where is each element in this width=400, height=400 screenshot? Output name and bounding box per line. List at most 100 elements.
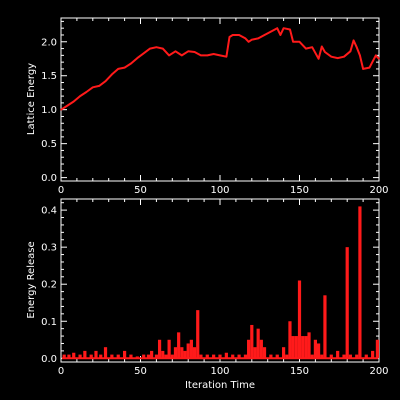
lattice-energy-point bbox=[355, 46, 358, 49]
energy-release-bar bbox=[196, 310, 200, 359]
energy-release-bar bbox=[83, 350, 87, 359]
energy-release-bar bbox=[129, 354, 133, 359]
energy-release-bar bbox=[323, 295, 327, 359]
lattice-energy-line bbox=[60, 27, 380, 111]
energy-release-bar bbox=[275, 354, 279, 359]
lattice-energy-point bbox=[305, 47, 307, 50]
lattice-energy-point bbox=[181, 54, 183, 57]
lattice-energy-point bbox=[362, 68, 364, 70]
lattice-energy-point bbox=[98, 85, 100, 87]
lattice-energy-point bbox=[368, 66, 371, 69]
energy-release-bar bbox=[348, 354, 352, 359]
energy-release-bar bbox=[316, 343, 321, 359]
lattice-energy-point bbox=[212, 53, 215, 55]
energy-release-bar bbox=[62, 354, 66, 359]
lattice-energy-point bbox=[352, 39, 355, 42]
top-plot-marks bbox=[60, 27, 380, 111]
lattice-energy-point bbox=[228, 36, 231, 38]
lattice-energy-point bbox=[155, 46, 158, 49]
lattice-energy-point bbox=[104, 80, 107, 82]
lattice-energy-point bbox=[117, 68, 120, 70]
energy-release-bar bbox=[72, 352, 76, 359]
energy-release-bar bbox=[259, 339, 263, 359]
lattice-energy-point bbox=[298, 40, 301, 43]
energy-release-bar bbox=[282, 347, 286, 359]
energy-release-bar bbox=[186, 343, 190, 359]
x-tick-label: 150 bbox=[290, 366, 309, 377]
energy-release-bar bbox=[224, 352, 228, 359]
x-tick-label: 0 bbox=[58, 366, 64, 377]
energy-release-bar bbox=[218, 354, 222, 359]
energy-release-bar bbox=[364, 354, 368, 359]
x-tick-label: 50 bbox=[134, 366, 147, 377]
energy-release-bar bbox=[110, 354, 114, 359]
lattice-energy-point bbox=[375, 54, 377, 57]
energy-release-bar bbox=[371, 350, 375, 359]
energy-release-bar bbox=[157, 339, 162, 359]
lattice-energy-point bbox=[311, 46, 314, 49]
x-tick-label: 150 bbox=[290, 185, 309, 196]
energy-release-bar bbox=[256, 328, 260, 359]
energy-release-bar bbox=[170, 354, 174, 359]
energy-release-bar bbox=[150, 350, 154, 359]
lattice-energy-point bbox=[279, 34, 282, 36]
lattice-energy-point bbox=[168, 54, 170, 57]
energy-release-bar bbox=[199, 354, 203, 359]
energy-release-bar bbox=[164, 354, 168, 359]
energy-release-bar bbox=[329, 354, 333, 359]
lattice-energy-point bbox=[130, 62, 132, 65]
energy-release-bar bbox=[103, 347, 108, 359]
lattice-energy-point bbox=[263, 34, 266, 36]
energy-release-bar bbox=[192, 347, 197, 359]
lattice-energy-point bbox=[187, 50, 189, 53]
energy-release-bar bbox=[142, 354, 146, 359]
energy-release-bar bbox=[307, 332, 311, 359]
lattice-energy-point bbox=[257, 37, 259, 40]
lattice-energy-point bbox=[231, 34, 234, 36]
energy-release-bar bbox=[237, 354, 241, 359]
lattice-energy-point bbox=[317, 57, 320, 60]
energy-release-bar bbox=[342, 354, 346, 359]
lattice-energy-point bbox=[193, 51, 196, 53]
lattice-energy-point bbox=[292, 40, 294, 43]
lattice-energy-point bbox=[324, 51, 326, 53]
lattice-energy-point bbox=[349, 50, 352, 53]
energy-release-bar bbox=[313, 339, 317, 359]
energy-release-bar bbox=[253, 347, 257, 359]
lattice-energy-point bbox=[92, 86, 94, 89]
x-tick-label: 100 bbox=[210, 366, 229, 377]
lattice-energy-point bbox=[247, 40, 250, 43]
lattice-energy-point bbox=[219, 54, 221, 57]
energy-release-bar bbox=[320, 354, 324, 359]
y-tick-label: 0.5 bbox=[41, 139, 57, 150]
energy-release-bar bbox=[154, 354, 158, 359]
energy-release-bar bbox=[247, 339, 251, 359]
lattice-energy-point bbox=[72, 100, 75, 103]
energy-release-bar bbox=[189, 339, 193, 359]
energy-release-bar bbox=[123, 350, 127, 359]
energy-release-bar bbox=[294, 336, 298, 359]
lattice-energy-point bbox=[238, 34, 240, 36]
energy-release-bar bbox=[297, 280, 302, 359]
lattice-energy-point bbox=[320, 45, 323, 48]
lattice-energy-point bbox=[244, 37, 247, 40]
energy-release-bar bbox=[250, 324, 254, 359]
lattice-energy-point bbox=[85, 91, 88, 93]
lattice-energy-point bbox=[142, 52, 145, 55]
energy-release-panel: 0 50 100 150 200 0.0 0.1 0.2 0.3 0.4 Energy Relea… bbox=[26, 198, 389, 391]
y-tick-label: 0.3 bbox=[41, 243, 57, 254]
lattice-energy-point bbox=[123, 66, 126, 69]
x-tick-label: 50 bbox=[134, 185, 147, 196]
energy-release-bar bbox=[78, 354, 82, 359]
bottom-plot-marks bbox=[62, 206, 380, 360]
energy-release-bar bbox=[167, 339, 171, 359]
y-tick-label: 0.0 bbox=[41, 173, 57, 184]
lattice-energy-point bbox=[343, 55, 345, 58]
lattice-energy-point bbox=[270, 30, 272, 33]
energy-release-bar bbox=[304, 336, 308, 359]
energy-release-bar bbox=[231, 354, 235, 359]
lattice-energy-point bbox=[336, 57, 339, 59]
energy-release-bar bbox=[288, 321, 292, 359]
energy-release-bar bbox=[375, 339, 380, 359]
